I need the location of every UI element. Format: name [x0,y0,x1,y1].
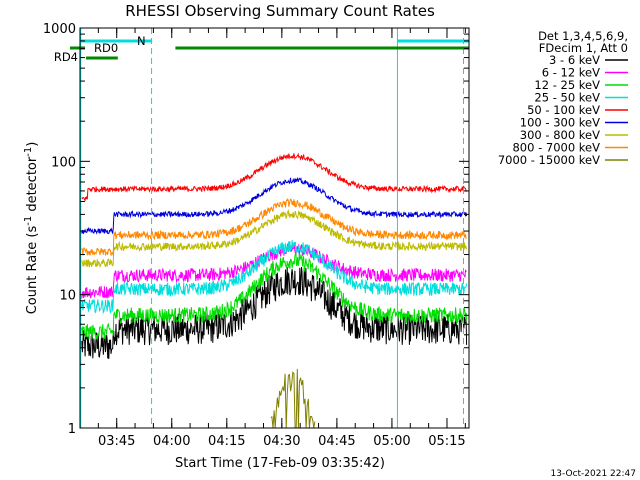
legend-header-1: Det 1,3,4,5,6,9, [538,29,628,43]
y-tick-label: 1 [68,422,76,437]
flag-label-rd4: RD4 [54,50,78,64]
legend: Det 1,3,4,5,6,9, FDecim 1, Att 0 3 - 6 k… [498,29,628,167]
legend-entry: 3 - 6 keV [549,53,600,67]
y-axis: 1 10 100 1000 [43,22,469,437]
chart-title: RHESSI Observing Summary Count Rates [125,2,435,20]
x-axis: 03:45 04:00 04:15 04:30 04:45 05:00 05:15 [79,28,466,449]
series-line [81,240,468,315]
legend-entry: 7000 - 15000 keV [498,153,600,167]
flag-label-rd0: RD0 [94,41,118,55]
x-tick-label: 04:00 [153,434,190,449]
series-line [81,242,467,299]
y-axis-label: Count Rate (s-1 detector-1) [23,142,40,315]
legend-entry: 50 - 100 keV [527,103,600,117]
legend-entry: 12 - 25 keV [534,78,600,92]
x-axis-label: Start Time (17-Feb-09 03:35:42) [175,456,385,471]
marker-layer: N RD0 RD4 [54,28,469,428]
timestamp: 13-Oct-2021 22:47 [551,469,636,479]
x-tick-label: 05:00 [373,434,410,449]
y-tick-label: 100 [51,155,76,170]
x-tick-label: 04:30 [263,434,300,449]
x-tick-label: 05:15 [428,434,465,449]
flag-label-n: N [137,34,146,48]
legend-header-2: FDecim 1, Att 0 [539,41,628,55]
legend-entry: 100 - 300 keV [520,116,600,130]
legend-entry: 300 - 800 keV [520,128,600,142]
series-line [81,152,467,202]
series-line [81,266,468,360]
series-line [81,253,468,340]
legend-entry: 25 - 50 keV [534,91,600,105]
y-tick-label: 1000 [43,22,76,37]
y-tick-label: 10 [59,289,76,304]
series-line [81,176,468,235]
series-layer [81,152,468,428]
x-tick-label: 03:45 [98,434,135,449]
series-line [81,197,467,256]
x-tick-label: 04:15 [208,434,245,449]
plot-frame [79,27,470,429]
legend-entry: 6 - 12 keV [542,66,600,80]
x-tick-label: 04:45 [318,434,355,449]
legend-entry: 800 - 7000 keV [512,141,600,155]
series-line [270,368,316,428]
series-line [81,209,468,269]
